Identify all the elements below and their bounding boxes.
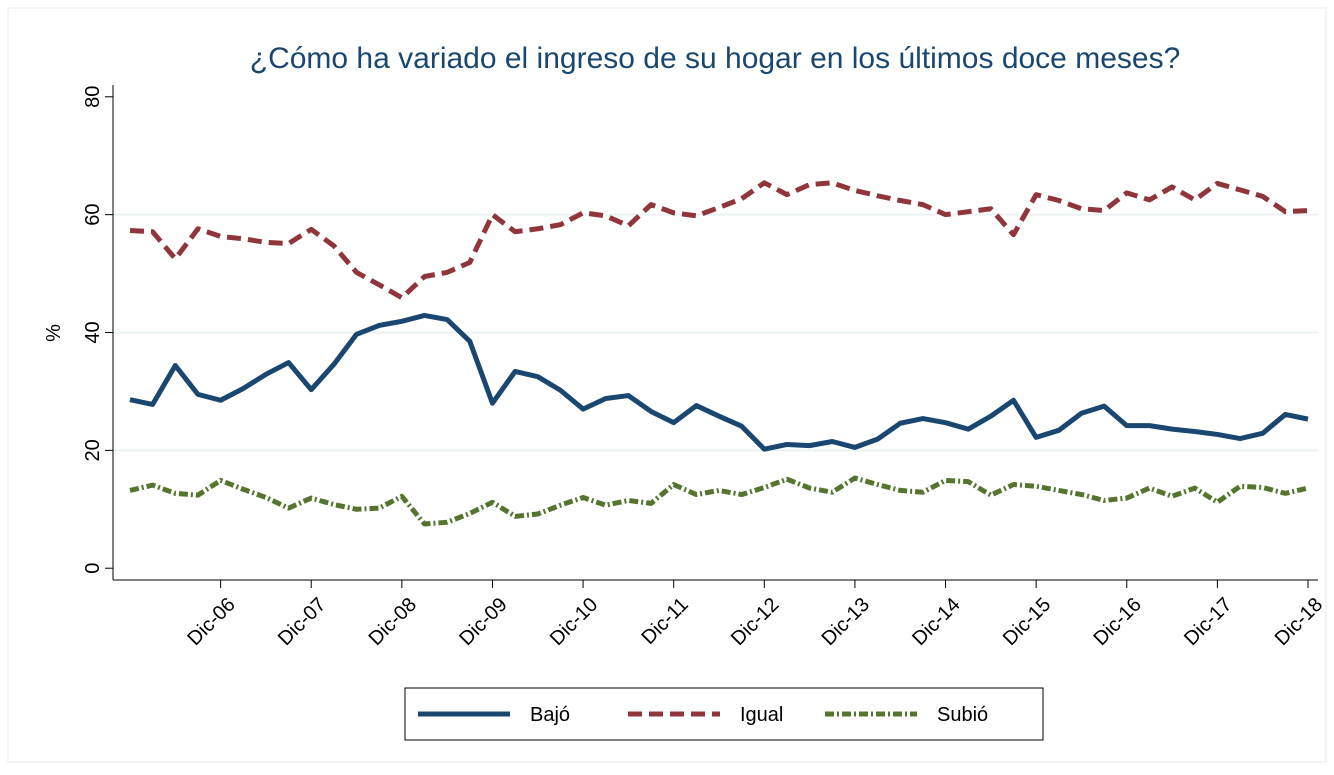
legend-box — [404, 687, 1044, 741]
legend-label: Subió — [937, 704, 988, 726]
y-tick-label: 20 — [82, 439, 104, 461]
legend-label: Igual — [740, 704, 783, 726]
legend-label: Bajó — [530, 704, 570, 726]
y-axis-label: % — [43, 324, 65, 342]
frame — [7, 7, 1327, 763]
series-line — [129, 475, 1309, 527]
y-tick-label: 0 — [82, 563, 104, 574]
series-line — [129, 180, 1309, 301]
y-tick-label: 40 — [82, 321, 104, 343]
chart-title: ¿Cómo ha variado el ingreso de su hogar … — [250, 42, 1181, 75]
y-tick-label: 60 — [82, 204, 104, 226]
y-tick-label: 80 — [82, 86, 104, 108]
series-line — [129, 312, 1309, 452]
